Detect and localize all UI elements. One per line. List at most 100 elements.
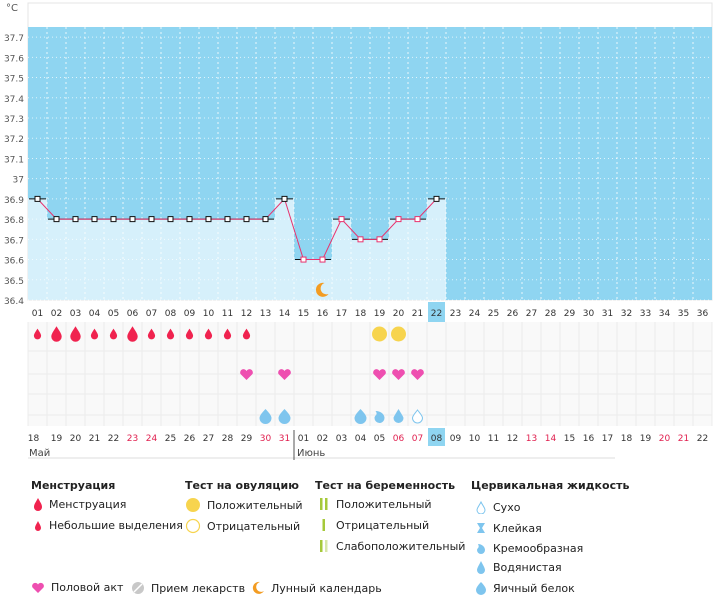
egg-white-drop-icon [476, 582, 486, 595]
calendar-date-label: 11 [488, 434, 499, 444]
cycle-day-label: 02 [51, 309, 62, 319]
calendar-date-label: 22 [108, 434, 119, 444]
cycle-day-label: 29 [564, 309, 576, 319]
temp-column [370, 239, 389, 300]
negative-circle-icon [185, 518, 201, 534]
heart-icon [32, 582, 44, 593]
calendar-date-label: 15 [564, 434, 575, 444]
dry-drop-icon [476, 500, 486, 514]
heart-icon [392, 369, 405, 380]
temp-column [161, 219, 180, 300]
calendar-date-label: 18 [621, 434, 633, 444]
temp-column [28, 198, 47, 300]
y-tick-label: 37.2 [4, 135, 24, 145]
temp-column [294, 259, 313, 300]
temperature-point [319, 256, 326, 263]
blood-drop-icon [34, 498, 42, 511]
cycle-day-label: 26 [507, 309, 519, 319]
temp-column [389, 219, 408, 300]
cycle-day-label: 10 [203, 309, 215, 319]
temperature-point [433, 195, 440, 202]
ovulation-test-marker [391, 326, 406, 342]
light-bleeding-drop [109, 328, 118, 340]
y-tick-label: 36.9 [4, 196, 24, 206]
creamy-drop-icon [477, 544, 485, 554]
calendar-date-label: 02 [317, 434, 328, 444]
legend-fluid-egg-white: Яичный белок [475, 581, 575, 595]
temperature-point [53, 216, 60, 223]
current-day-highlight [428, 302, 445, 322]
cycle-day-label: 21 [412, 309, 423, 319]
cycle-day-label: 28 [545, 309, 557, 319]
month-label: Июнь [297, 448, 325, 459]
calendar-date-label: 21 [678, 434, 689, 444]
legend-menstruation-light: Небольшие выделения [33, 518, 183, 532]
moon-icon [315, 282, 329, 297]
cycle-day-label: 15 [298, 309, 309, 319]
calendar-date-label: 14 [545, 434, 557, 444]
positive-circle-icon [186, 498, 200, 512]
legend-menstruation-heavy: Менструация [33, 497, 126, 511]
calendar-date-label: 28 [222, 434, 234, 444]
cycle-day-label: 23 [450, 309, 461, 319]
cycle-day-label: 05 [108, 309, 119, 319]
calendar-date-label: 01 [298, 434, 309, 444]
calendar-date-label: 20 [659, 434, 671, 444]
calendar-date-label: 22 [697, 434, 708, 444]
temperature-point [357, 236, 364, 243]
cervical-fluid-egg-white-icon [259, 409, 272, 425]
calendar-date-label: 19 [51, 434, 63, 444]
legend-pregnancy-weak: Слабоположительный [318, 539, 465, 553]
temperature-point [376, 236, 383, 243]
temperature-point [395, 216, 402, 223]
temperature-point [281, 195, 288, 202]
pill-icon [132, 582, 144, 594]
legend-fluid-creamy: Кремообразная [475, 541, 583, 555]
y-tick-label: 37.4 [4, 95, 24, 105]
temperature-point [91, 216, 98, 223]
legend-moon: Лунный календарь [251, 581, 382, 595]
y-tick-label: 36.5 [4, 277, 24, 287]
temperature-point [110, 216, 117, 223]
calendar-date-label: 05 [374, 434, 385, 444]
light-bleeding-drop [33, 328, 42, 340]
today-highlight [428, 428, 445, 446]
legend-menstruation-title: Менструация [31, 479, 116, 492]
legend-pregnancy-negative: Отрицательный [318, 518, 429, 532]
calendar-date-label: 12 [507, 434, 518, 444]
light-bleeding-drop [242, 328, 251, 340]
cycle-day-label: 24 [469, 309, 481, 319]
cycle-day-label: 07 [146, 309, 157, 319]
y-tick-label: 37.1 [4, 155, 24, 165]
light-bleeding-drop [185, 328, 194, 340]
weak-lines-icon [320, 540, 328, 552]
y-tick-label: 37.5 [4, 75, 24, 85]
temperature-point [148, 216, 155, 223]
two-lines-icon [320, 498, 328, 510]
cervical-fluid-dry-icon [411, 409, 424, 424]
calendar-date-label: 23 [127, 434, 138, 444]
temperature-point [338, 216, 345, 223]
temperature-point [243, 216, 250, 223]
light-bleeding-drop [166, 328, 175, 340]
calendar-date-label: 04 [355, 434, 367, 444]
temp-column [351, 239, 370, 300]
sticky-icon [477, 523, 485, 533]
cycle-day-label: 34 [659, 309, 671, 319]
calendar-date-label: 29 [241, 434, 253, 444]
legend-fluid-sticky: Клейкая [475, 521, 542, 535]
calendar-date-label: 21 [89, 434, 100, 444]
y-unit-label: °C [6, 3, 18, 14]
heart-icon [411, 369, 424, 380]
calendar-date-label: 26 [184, 434, 196, 444]
temp-column [275, 198, 294, 300]
calendar-date-label: 17 [602, 434, 613, 444]
cycle-day-label: 35 [678, 309, 689, 319]
small-blood-drop-icon [35, 521, 41, 531]
moon-icon [252, 581, 264, 594]
cervical-fluid-egg-white-icon [278, 409, 291, 425]
watery-drop-icon [477, 561, 485, 574]
one-line-icon [322, 519, 325, 531]
light-bleeding-drop [223, 328, 232, 340]
